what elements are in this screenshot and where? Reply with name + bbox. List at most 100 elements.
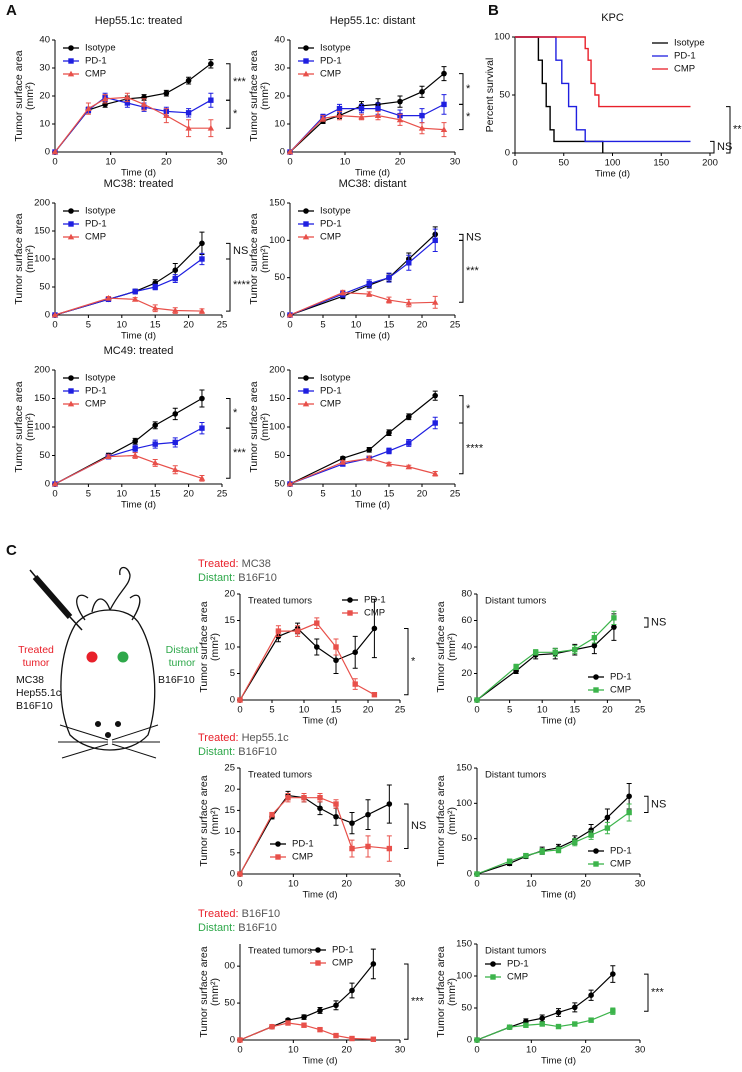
x-tick-label: 20 <box>161 157 172 168</box>
legend-marker <box>315 947 321 953</box>
significance-bracket <box>226 398 231 429</box>
chart-title: MC38: treated <box>104 178 174 190</box>
series-line <box>54 397 203 485</box>
marker <box>172 267 179 274</box>
x-tick-label: 20 <box>183 320 194 331</box>
marker <box>440 126 448 132</box>
chart-title: MC49: treated <box>104 345 174 357</box>
legend-marker <box>68 45 74 51</box>
chart-title: MC38: distant <box>339 178 407 190</box>
marker <box>441 70 447 77</box>
treated-label: tumor <box>23 657 50 669</box>
significance-label: *** <box>651 987 665 999</box>
marker <box>237 697 243 703</box>
x-tick-label: 10 <box>117 489 128 500</box>
marker <box>319 115 327 121</box>
marker <box>397 98 403 105</box>
x-tick-label: 5 <box>86 489 91 500</box>
header-label: Treated: <box>198 908 239 920</box>
marker <box>105 294 112 301</box>
marker <box>199 395 205 402</box>
marker <box>386 274 392 281</box>
y-tick-label: 100 <box>456 971 472 982</box>
x-tick-label: 5 <box>269 705 274 716</box>
x-tick-label: 10 <box>299 705 310 716</box>
significance-bracket <box>226 63 231 101</box>
x-tick-label: 25 <box>450 320 461 331</box>
legend-label: PD-1 <box>292 839 314 850</box>
y-tick-label: 0 <box>280 310 285 321</box>
significance-label: *** <box>233 447 247 459</box>
y-tick-label: 0 <box>230 869 235 880</box>
marker <box>269 1024 275 1030</box>
x-axis-label: Time (d) <box>302 716 337 727</box>
series-line <box>289 422 436 485</box>
x-axis-label: Time (d) <box>302 890 337 901</box>
y-tick-label: 30 <box>274 63 285 74</box>
x-tick-label: 20 <box>580 879 591 890</box>
y-axis-label: Tumor surface area <box>435 775 447 866</box>
marker <box>172 466 179 473</box>
series-line <box>476 812 630 875</box>
x-tick-label: 30 <box>635 879 646 890</box>
x-tick-label: 0 <box>237 1045 242 1056</box>
marker <box>333 657 339 664</box>
x-axis-label: Time (d) <box>121 168 156 179</box>
y-tick-label: 50 <box>499 90 510 101</box>
series-line <box>515 36 691 143</box>
inset-title: Treated tumors <box>248 596 312 607</box>
y-axis-label: (mm²) <box>24 413 36 441</box>
panel-label: C <box>6 542 17 559</box>
marker <box>286 148 294 155</box>
legend-marker <box>68 208 74 214</box>
y-tick-label: 50 <box>274 272 285 283</box>
y-tick-label: 5 <box>230 668 235 679</box>
marker <box>396 116 404 123</box>
y-tick-label: 200 <box>269 365 285 376</box>
marker <box>124 100 131 106</box>
x-tick-label: 10 <box>537 705 548 716</box>
y-tick-label: 50 <box>461 833 472 844</box>
x-tick-label: 25 <box>395 705 406 716</box>
x-tick-label: 30 <box>395 879 406 890</box>
y-tick-label: 10 <box>224 642 235 653</box>
marker <box>140 101 148 107</box>
y-tick-label: 50 <box>274 450 285 461</box>
legend-marker <box>68 375 74 381</box>
legend-label: CMP <box>610 859 631 870</box>
significance-label: NS <box>651 798 666 810</box>
legend-label: CMP <box>364 608 385 619</box>
x-tick-label: 0 <box>237 879 242 890</box>
marker <box>432 237 438 244</box>
x-axis-label: Time (d) <box>355 331 390 342</box>
y-tick-label: 30 <box>39 63 50 74</box>
y-tick-label: 0 <box>505 148 510 159</box>
x-tick-label: 50 <box>558 158 569 169</box>
series-line <box>239 794 390 875</box>
significance-bracket <box>404 963 409 1040</box>
marker <box>317 1007 323 1014</box>
marker <box>365 843 371 850</box>
marker <box>386 845 393 852</box>
x-tick-label: 20 <box>341 1045 352 1056</box>
marker <box>405 299 412 306</box>
marker <box>366 280 372 287</box>
y-tick-label: 20 <box>461 668 472 679</box>
marker <box>152 459 159 466</box>
legend-marker <box>347 597 353 603</box>
series-line <box>289 239 436 316</box>
legend-marker <box>67 233 75 240</box>
x-tick-label: 20 <box>417 489 428 500</box>
chart-title: Hep55.1c: treated <box>95 15 182 27</box>
legend-marker <box>303 388 309 394</box>
marker <box>172 411 179 417</box>
legend-marker <box>303 375 309 381</box>
series-line <box>476 795 630 875</box>
y-axis-label: Tumor surface area <box>13 213 25 304</box>
header-label: Distant: <box>198 746 235 758</box>
x-tick-label: 10 <box>288 1045 299 1056</box>
marker <box>301 794 307 801</box>
y-axis-label: Tumor surface area <box>248 50 260 141</box>
legend-label: PD-1 <box>320 219 342 230</box>
legend-label: Isotype <box>320 373 351 384</box>
